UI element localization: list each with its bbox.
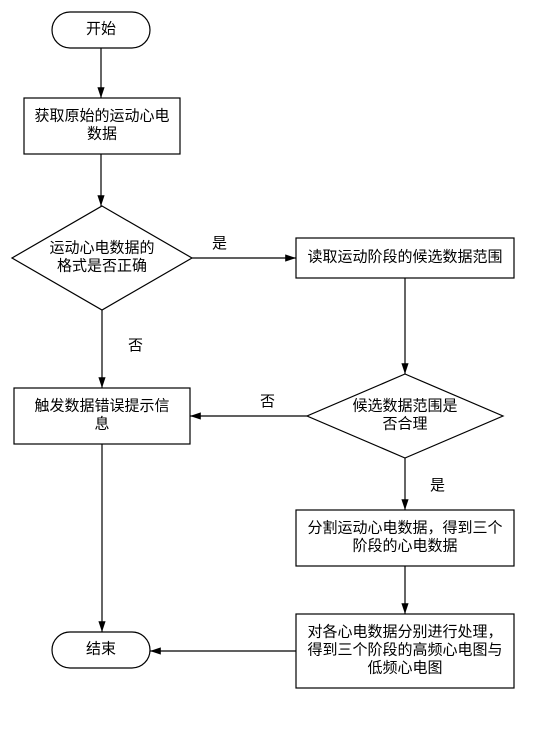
node-n3-line1: 息 — [94, 415, 109, 432]
node-n1-line0: 获取原始的运动心电 — [34, 107, 169, 124]
node-d1-line1: 格式是否正确 — [57, 257, 147, 274]
node-n4: 分割运动心电数据，得到三个阶段的心电数据 — [296, 510, 514, 566]
node-end: 结束 — [52, 632, 150, 668]
node-n3: 触发数据错误提示信息 — [14, 388, 190, 444]
node-d2-line0: 候选数据范围是 — [352, 397, 457, 414]
node-start-line0: 开始 — [86, 20, 116, 37]
edge-label-d2-n3: 否 — [260, 394, 275, 410]
node-n5-line2: 低频心电图 — [367, 659, 442, 676]
edge-label-d1-n2: 是 — [212, 236, 227, 252]
node-d2: 候选数据范围是否合理 — [307, 374, 503, 458]
node-d2-line1: 否合理 — [382, 415, 427, 432]
node-n5: 对各心电数据分别进行处理，得到三个阶段的高频心电图与低频心电图 — [296, 614, 514, 688]
nodes: 开始获取原始的运动心电数据运动心电数据的格式是否正确 读取运动阶段的候选数据范围触… — [12, 12, 514, 688]
edge-label-d1-n3: 否 — [128, 338, 143, 354]
node-d1: 运动心电数据的格式是否正确 — [12, 206, 192, 310]
node-n5-line0: 对各心电数据分别进行处理， — [307, 623, 502, 640]
node-n5-line1: 得到三个阶段的高频心电图与 — [307, 641, 502, 658]
node-n3-line0: 触发数据错误提示信 — [34, 397, 169, 414]
edge-label-d2-n4: 是 — [430, 478, 445, 494]
node-n1: 获取原始的运动心电数据 — [24, 98, 180, 154]
node-n1-line1: 数据 — [87, 125, 117, 142]
node-n2-line0: 读取运动阶段的候选数据范围 — [307, 248, 502, 265]
node-n4-line0: 分割运动心电数据，得到三个 — [307, 519, 502, 536]
node-start: 开始 — [52, 12, 150, 48]
node-d1-line0: 运动心电数据的 — [49, 239, 154, 256]
node-end-line0: 结束 — [86, 640, 116, 657]
node-n4-line1: 阶段的心电数据 — [352, 537, 457, 554]
node-n2: 读取运动阶段的候选数据范围 — [296, 238, 514, 278]
